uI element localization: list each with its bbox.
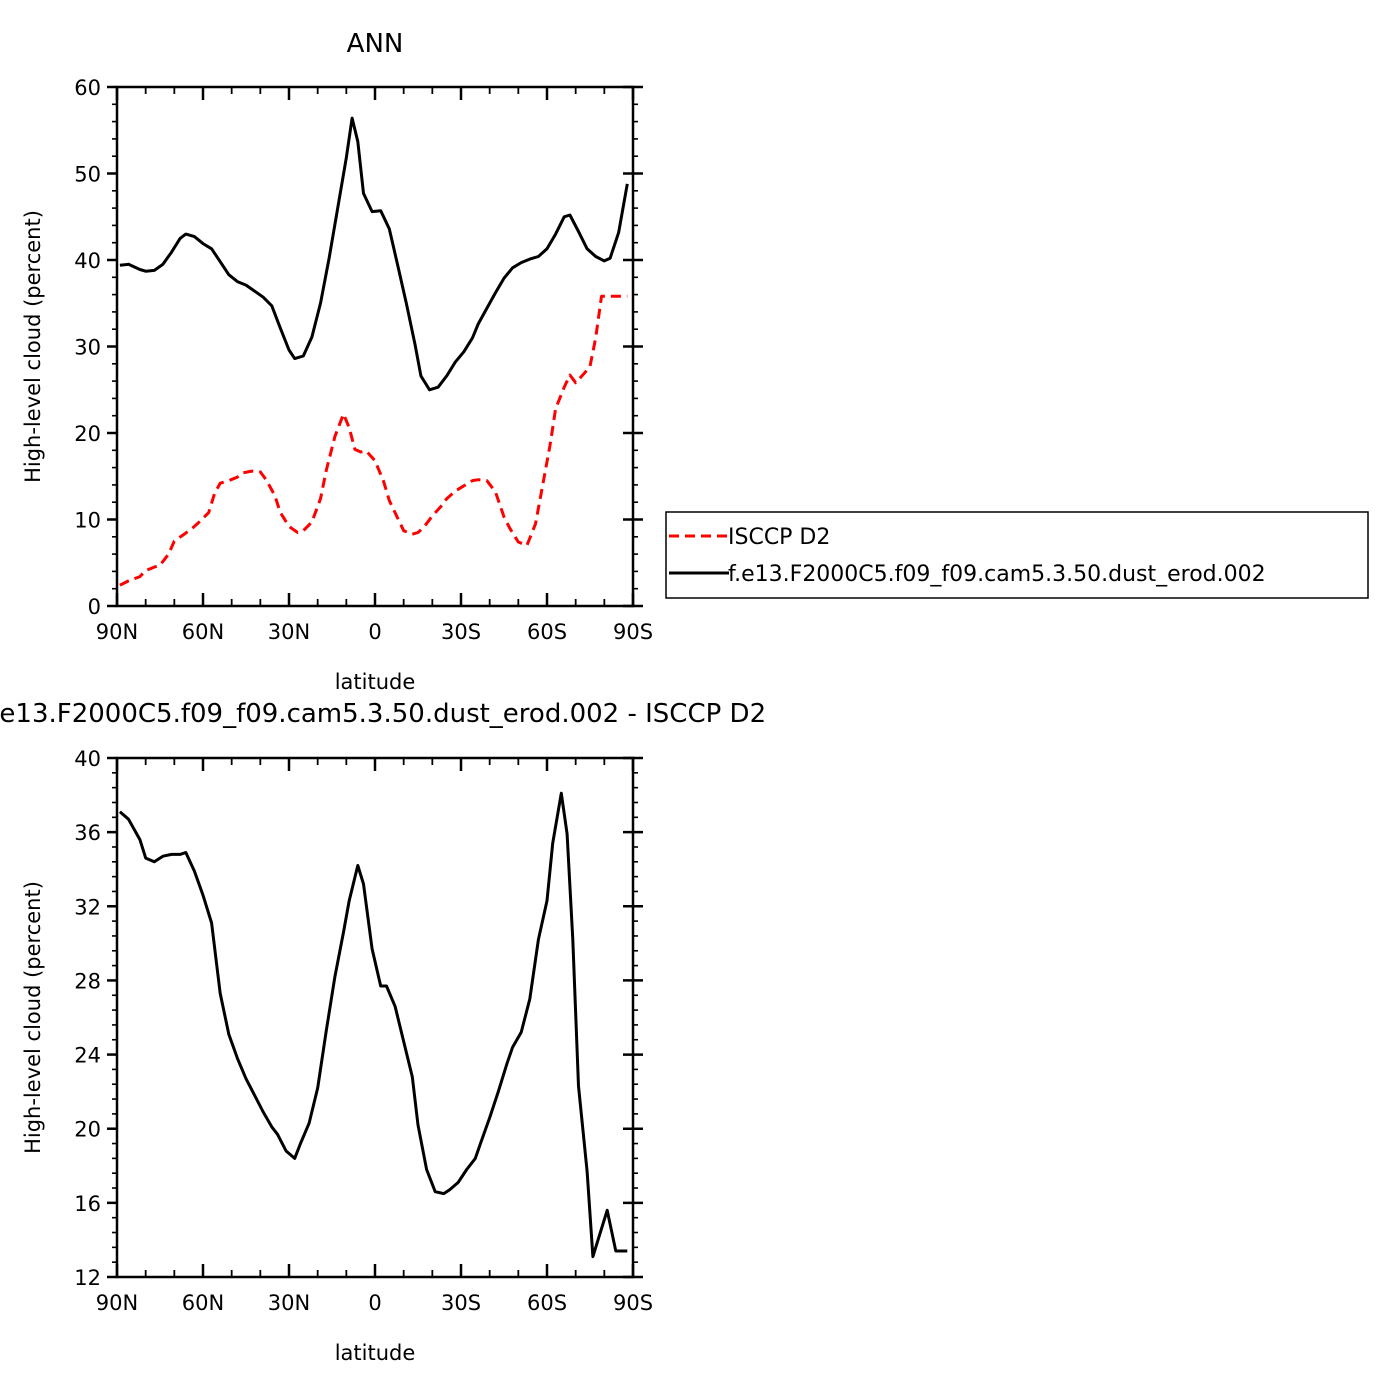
top-series-line-0 <box>119 294 628 587</box>
bottom-ytick-label: 32 <box>74 895 101 919</box>
bottom-x-axis-label: latitude <box>335 1341 416 1365</box>
legend-label-isccp: ISCCP D2 <box>728 525 830 550</box>
top-axis-ticks: 90N 60N 30N 0 30S 60S 90S 0 10 20 30 40 50 60 <box>74 76 653 644</box>
legend: ISCCP D2 f.e13.F2000C5.f09_f09.cam5.3.50… <box>665 511 1369 599</box>
top-series-group <box>119 116 629 587</box>
top-y-axis-label: High-level cloud (percent) <box>21 210 45 483</box>
bottom-xtick-label: 0 <box>368 1291 381 1315</box>
bottom-ytick-label: 28 <box>74 969 101 993</box>
bottom-xtick-label: 60N <box>182 1291 224 1315</box>
top-ytick-label: 10 <box>74 509 101 533</box>
top-xtick-label: 60N <box>182 620 224 644</box>
bottom-xtick-label: 90S <box>613 1291 653 1315</box>
bottom-ytick-label: 16 <box>74 1192 101 1216</box>
top-xtick-label: 0 <box>368 620 381 644</box>
bottom-series-group <box>118 791 628 1259</box>
top-ytick-label: 30 <box>74 336 101 360</box>
bottom-panel: f.e13.F2000C5.f09_f09.cam5.3.50.dust_ero… <box>0 699 766 1365</box>
bottom-y-axis-label: High-level cloud (percent) <box>21 881 45 1154</box>
bottom-xtick-label: 60S <box>527 1291 567 1315</box>
bottom-xtick-label: 30S <box>441 1291 481 1315</box>
top-xtick-label: 30N <box>268 620 310 644</box>
top-ytick-label: 40 <box>74 249 101 273</box>
top-xtick-label: 30S <box>441 620 481 644</box>
legend-label-model: f.e13.F2000C5.f09_f09.cam5.3.50.dust_ero… <box>728 562 1266 587</box>
bottom-axis-ticks: 90N 60N 30N 0 30S 60S 90S 12 16 20 24 28 32 36 40 <box>74 747 653 1315</box>
bottom-ytick-label: 36 <box>74 821 101 845</box>
top-xtick-label: 90N <box>96 620 138 644</box>
bottom-ytick-label: 24 <box>74 1044 101 1068</box>
top-series-line-1 <box>119 116 629 392</box>
top-ytick-label: 50 <box>74 163 101 187</box>
top-chart-title: ANN <box>347 29 404 59</box>
bottom-ytick-label: 40 <box>74 747 101 771</box>
top-ytick-label: 0 <box>88 595 101 619</box>
legend-box <box>665 511 1369 599</box>
top-ytick-label: 20 <box>74 422 101 446</box>
top-x-axis-label: latitude <box>335 670 416 694</box>
bottom-xtick-label: 90N <box>96 1291 138 1315</box>
bottom-series-line-0 <box>118 791 628 1259</box>
bottom-ytick-label: 12 <box>74 1266 101 1290</box>
top-xtick-label: 60S <box>527 620 567 644</box>
top-ytick-label: 60 <box>74 76 101 100</box>
top-xtick-label: 90S <box>613 620 653 644</box>
top-panel: ANN 90N 60N 30N 0 30S 60S 90S 0 10 20 30 40 50 60 lat… <box>21 29 653 694</box>
bottom-ytick-label: 20 <box>74 1118 101 1142</box>
bottom-xtick-label: 30N <box>268 1291 310 1315</box>
bottom-plot-frame <box>115 756 635 1279</box>
bottom-chart-title: f.e13.F2000C5.f09_f09.cam5.3.50.dust_ero… <box>0 699 766 729</box>
